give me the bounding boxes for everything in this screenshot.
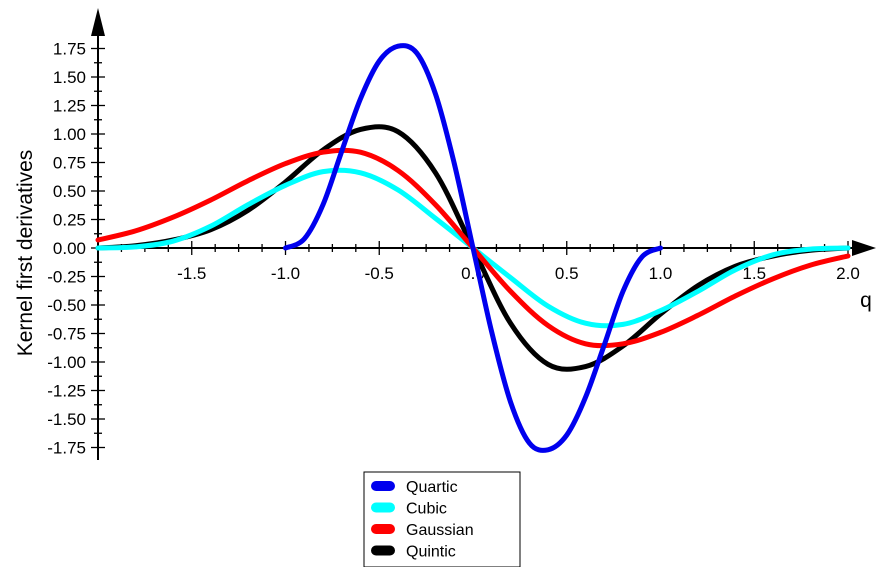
y-tick-label: -0.25 xyxy=(47,268,86,287)
y-tick-label: -0.50 xyxy=(47,296,86,315)
x-tick-label: 0.5 xyxy=(555,264,579,283)
y-tick-label: 0.00 xyxy=(53,239,86,258)
ticks: -1.5 -1.0 -0.5 0.0 0.5 1.0 1.5 2.01.751.501.251… xyxy=(47,40,860,458)
x-axis-label: q xyxy=(860,289,872,312)
y-tick-label: 1.75 xyxy=(53,40,86,59)
x-tick-label: 2.0 xyxy=(836,264,860,283)
y-tick-label: -1.00 xyxy=(47,353,86,372)
y-axis-label: Kernel first derivatives xyxy=(14,150,37,357)
legend: Quartic Cubic Gaussian Quintic xyxy=(363,471,521,567)
y-axis-arrow-icon xyxy=(91,8,105,36)
legend-label-quartic: Quartic xyxy=(406,479,458,496)
y-tick-label: 0.50 xyxy=(53,182,86,201)
y-tick-label: 0.25 xyxy=(53,211,86,230)
y-tick-label: 1.00 xyxy=(53,125,86,144)
x-tick-label: 1.0 xyxy=(649,264,673,283)
y-tick-label: 1.50 xyxy=(53,68,86,87)
y-tick-label: 0.75 xyxy=(53,154,86,173)
y-tick-label: -1.25 xyxy=(47,382,86,401)
x-axis-arrow-icon xyxy=(852,240,876,256)
y-tick-label: -1.50 xyxy=(47,410,86,429)
curves xyxy=(95,43,851,453)
y-tick-label: -1.75 xyxy=(47,439,86,458)
legend-label-quintic: Quintic xyxy=(406,544,456,561)
x-tick-label: -1.5 xyxy=(177,264,206,283)
x-tick-label: 1.5 xyxy=(742,264,766,283)
axes xyxy=(91,8,876,460)
legend-label-cubic: Cubic xyxy=(406,501,447,518)
series-line-quartic xyxy=(283,43,663,453)
legend-label-gaussian: Gaussian xyxy=(406,522,474,539)
x-tick-label: -0.5 xyxy=(365,264,394,283)
y-tick-label: -0.75 xyxy=(47,325,86,344)
x-tick-label: -1.0 xyxy=(271,264,300,283)
y-tick-label: 1.25 xyxy=(53,97,86,116)
